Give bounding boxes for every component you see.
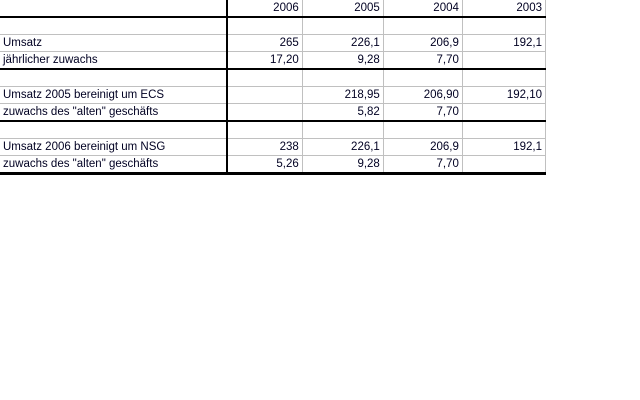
data-cell[interactable]: 7,70 <box>383 103 463 122</box>
row-label-cell[interactable]: Umsatz 2005 bereinigt um ECS <box>0 86 228 104</box>
column-header-cell[interactable]: 2006 <box>226 0 303 18</box>
data-cell[interactable]: 206,90 <box>383 86 463 104</box>
row-label-cell[interactable] <box>0 69 228 87</box>
corner-cell[interactable] <box>0 0 228 18</box>
data-cell[interactable] <box>462 103 547 122</box>
data-cell[interactable] <box>383 121 463 139</box>
data-cell[interactable]: 218,95 <box>302 86 384 104</box>
data-cell[interactable] <box>383 69 463 87</box>
row-label-cell[interactable]: Umsatz 2006 bereinigt um NSG <box>0 138 228 156</box>
table-row: Umsatz 2006 bereinigt um NSG 238 226,1 206,… <box>0 138 547 156</box>
table-row: zuwachs des "alten" geschäfts 5,82 7,70 <box>0 103 547 122</box>
data-cell[interactable]: 7,70 <box>383 51 463 70</box>
data-cell[interactable]: 5,26 <box>226 155 303 175</box>
data-cell[interactable]: 17,20 <box>226 51 303 70</box>
table-header-row: 2006 2005 2004 2003 <box>0 0 547 18</box>
table-row: jährlicher zuwachs 17,20 9,28 7,70 <box>0 51 547 70</box>
data-cell[interactable] <box>462 69 547 87</box>
data-cell[interactable] <box>302 121 384 139</box>
data-cell[interactable] <box>462 155 547 175</box>
row-label-cell[interactable]: Umsatz <box>0 34 228 52</box>
row-label-cell[interactable]: zuwachs des "alten" geschäfts <box>0 155 228 175</box>
data-cell[interactable]: 7,70 <box>383 155 463 175</box>
data-table: 2006 2005 2004 2003 Umsatz 265 226,1 206,9 192,1… <box>0 0 547 175</box>
data-cell[interactable] <box>462 51 547 70</box>
data-cell[interactable] <box>302 69 384 87</box>
table-spacer-row <box>0 69 547 87</box>
data-cell[interactable] <box>226 17 303 35</box>
data-cell[interactable]: 226,1 <box>302 34 384 52</box>
table-row: zuwachs des "alten" geschäfts 5,26 9,28 7,7… <box>0 155 547 175</box>
data-cell[interactable] <box>462 17 547 35</box>
table-row: Umsatz 265 226,1 206,9 192,1 <box>0 34 547 52</box>
data-cell[interactable]: 238 <box>226 138 303 156</box>
data-cell[interactable]: 9,28 <box>302 51 384 70</box>
data-cell[interactable]: 206,9 <box>383 34 463 52</box>
data-cell[interactable]: 265 <box>226 34 303 52</box>
data-cell[interactable]: 226,1 <box>302 138 384 156</box>
row-label-cell[interactable] <box>0 17 228 35</box>
data-cell[interactable] <box>226 86 303 104</box>
data-cell[interactable] <box>226 121 303 139</box>
row-label-cell[interactable] <box>0 121 228 139</box>
column-header-cell[interactable]: 2005 <box>302 0 384 18</box>
data-cell[interactable] <box>462 121 547 139</box>
column-header-cell[interactable]: 2004 <box>383 0 463 18</box>
data-cell[interactable]: 192,1 <box>462 138 547 156</box>
column-header-cell[interactable]: 2003 <box>462 0 547 18</box>
data-cell[interactable]: 192,1 <box>462 34 547 52</box>
data-cell[interactable]: 192,10 <box>462 86 547 104</box>
table-row: Umsatz 2005 bereinigt um ECS 218,95 206,90… <box>0 86 547 104</box>
spreadsheet-area: 2006 2005 2004 2003 Umsatz 265 226,1 206,9 192,1… <box>0 0 547 175</box>
row-label-cell[interactable]: jährlicher zuwachs <box>0 51 228 70</box>
table-spacer-row <box>0 17 547 35</box>
data-cell[interactable]: 5,82 <box>302 103 384 122</box>
row-label-cell[interactable]: zuwachs des "alten" geschäfts <box>0 103 228 122</box>
data-cell[interactable]: 206,9 <box>383 138 463 156</box>
data-cell[interactable] <box>226 69 303 87</box>
table-body: 2006 2005 2004 2003 Umsatz 265 226,1 206,9 192,1… <box>0 0 547 175</box>
data-cell[interactable] <box>383 17 463 35</box>
data-cell[interactable]: 9,28 <box>302 155 384 175</box>
data-cell[interactable] <box>226 103 303 122</box>
data-cell[interactable] <box>302 17 384 35</box>
table-spacer-row <box>0 121 547 139</box>
